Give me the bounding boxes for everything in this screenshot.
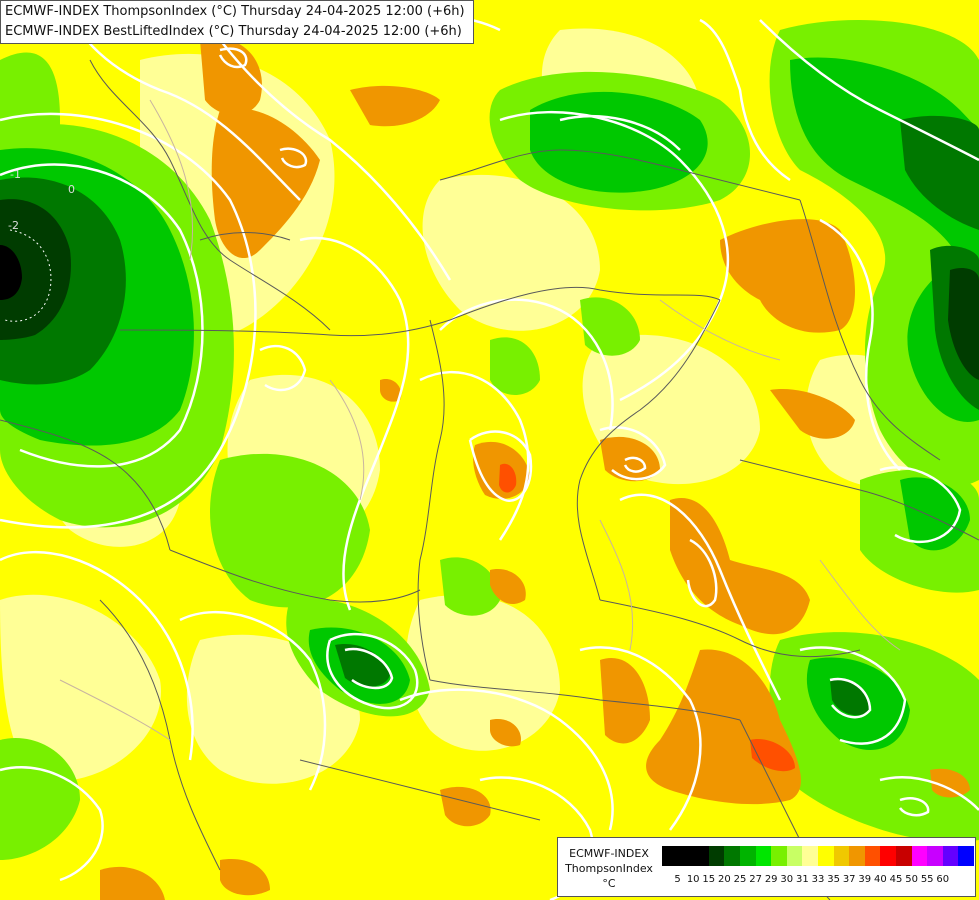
legend-swatch [833,846,850,866]
legend-tick-label: 5 [674,874,681,885]
legend-title-index: ThompsonIndex [565,862,653,875]
legend-tick-label: 45 [889,874,903,885]
dotted-contour [4,229,52,322]
legend-tick-label: 55 [920,874,934,885]
title-best-lifted-index: ECMWF-INDEX BestLiftedIndex (°C) Thursda… [5,24,462,39]
legend-tick-label: 33 [811,874,825,885]
legend-swatch [818,846,834,866]
color-legend: ECMWF-INDEX ThompsonIndex °C 5 10 15 20 25 27… [557,837,976,897]
legend-swatch [771,846,788,866]
legend-swatch [849,846,866,866]
legend-swatch [927,846,944,866]
legend-swatch [942,846,959,866]
contour-label: 0 [68,183,75,196]
legend-title-model: ECMWF-INDEX [569,847,649,860]
legend-swatch [693,846,710,866]
legend-swatch [662,846,678,866]
legend-tick-label: 10 [686,874,700,885]
map-title-box: ECMWF-INDEX ThompsonIndex (°C) Thursday … [0,0,474,44]
legend-swatch [755,846,772,866]
contour-label: -2 [8,219,19,232]
contour-label: -1 [10,168,21,181]
legend-swatch [740,846,756,866]
very-dark-green-zones [0,199,979,380]
legend-title: ECMWF-INDEX ThompsonIndex °C [561,846,657,891]
legend-swatch [864,846,881,866]
legend-tick-label: 31 [796,874,809,885]
legend-swatch [724,846,741,866]
title-thompson-index: ECMWF-INDEX ThompsonIndex (°C) Thursday … [5,4,465,19]
legend-tick-label: 39 [858,874,872,885]
legend-swatch [896,846,912,866]
legend-tick-label: 27 [749,874,762,885]
legend-swatch [786,846,803,866]
legend-tick-label: 29 [764,874,778,885]
legend-swatch [802,846,819,866]
legend-swatch [677,846,694,866]
legend-tick-label: 20 [718,874,731,885]
legend-tick-label: 40 [874,874,887,885]
legend-tick-label: 30 [780,874,794,885]
legend-swatch [880,846,897,866]
legend-swatch [911,846,928,866]
legend-tick-label: 15 [702,874,716,885]
legend-tick-label: 35 [827,874,840,885]
legend-tick-label: 50 [905,874,918,885]
legend-tick-label: 25 [733,874,747,885]
legend-tick-label: 60 [936,874,950,885]
region-borders [59,99,901,741]
legend-swatch [708,846,725,866]
legend-swatch [958,846,975,866]
black-zone [0,245,22,300]
legend-title-unit: °C [602,877,616,890]
legend-tick-label: 37 [842,874,856,885]
